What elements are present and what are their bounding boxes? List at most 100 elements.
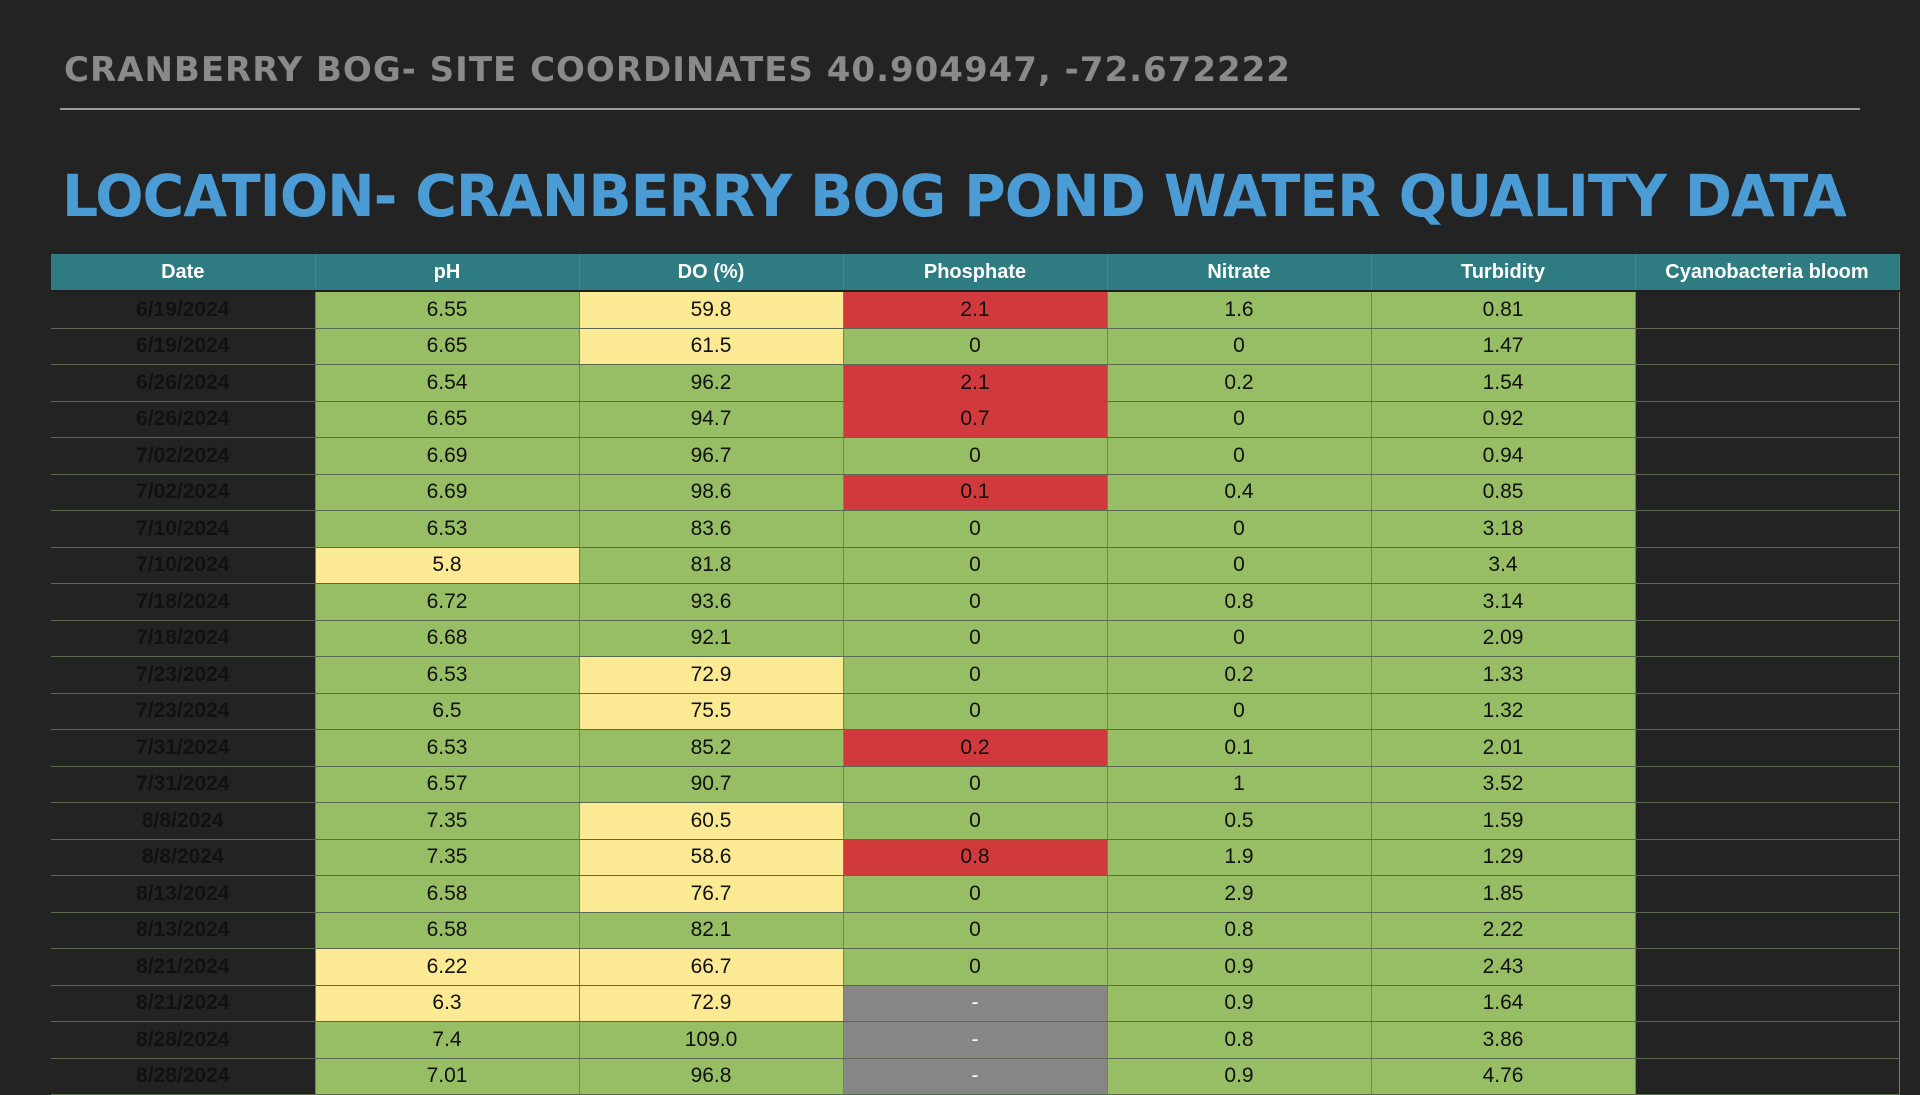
- cell-nitrate: 0.4: [1107, 474, 1372, 511]
- cell-phosphate: -: [843, 1021, 1108, 1059]
- cell-do: 92.1: [579, 620, 844, 657]
- cell-do: 98.6: [579, 474, 844, 511]
- cell-nitrate: 0: [1107, 547, 1372, 584]
- cell-do: 96.8: [579, 1058, 844, 1095]
- cell-nitrate: 0: [1107, 693, 1372, 730]
- cell-date: 6/19/2024: [51, 291, 316, 329]
- cell-do: 59.8: [579, 291, 844, 329]
- cell-do: 66.7: [579, 948, 844, 986]
- cell-nitrate: 0.2: [1107, 364, 1372, 402]
- table-row: 6/26/2024 6.65 94.7 0.7 0 0.92: [51, 401, 1900, 438]
- cell-ph: 6.5: [315, 693, 580, 730]
- header-divider: [60, 108, 1860, 110]
- cell-cyanobacteria: [1635, 291, 1900, 329]
- cell-cyanobacteria: [1635, 839, 1900, 876]
- table-row: 6/19/2024 6.65 61.5 0 0 1.47: [51, 328, 1900, 365]
- table-row: 8/28/2024 7.4 109.0-0.8 3.86: [51, 1021, 1900, 1059]
- cell-turbidity: 3.18: [1371, 510, 1636, 548]
- cell-cyanobacteria: [1635, 547, 1900, 584]
- table-row: 7/23/2024 6.53 72.9 0 0.2 1.33: [51, 656, 1900, 694]
- cell-nitrate: 1.6: [1107, 291, 1372, 329]
- cell-cyanobacteria: [1635, 1021, 1900, 1059]
- cell-do: 94.7: [579, 401, 844, 438]
- table-row: 7/18/2024 6.72 93.6 0 0.8 3.14: [51, 583, 1900, 621]
- cell-do: 61.5: [579, 328, 844, 365]
- cell-ph: 6.58: [315, 912, 580, 949]
- cell-ph: 6.55: [315, 291, 580, 329]
- cell-date: 8/28/2024: [51, 1058, 316, 1095]
- table-row: 7/31/2024 6.53 85.2 0.2 0.1 2.01: [51, 729, 1900, 767]
- cell-turbidity: 1.64: [1371, 985, 1636, 1022]
- water-quality-table: Date pH DO (%) Phosphate Nitrate Turbidi…: [51, 254, 1900, 1095]
- cell-do: 76.7: [579, 875, 844, 913]
- cell-do: 83.6: [579, 510, 844, 548]
- cell-date: 8/21/2024: [51, 948, 316, 986]
- cell-nitrate: 0.9: [1107, 1058, 1372, 1095]
- cell-do: 90.7: [579, 766, 844, 803]
- cell-cyanobacteria: [1635, 985, 1900, 1022]
- cell-cyanobacteria: [1635, 510, 1900, 548]
- cell-cyanobacteria: [1635, 364, 1900, 402]
- cell-cyanobacteria: [1635, 620, 1900, 657]
- cell-date: 7/10/2024: [51, 547, 316, 584]
- cell-date: 8/28/2024: [51, 1021, 316, 1059]
- cell-cyanobacteria: [1635, 766, 1900, 803]
- cell-date: 6/26/2024: [51, 364, 316, 402]
- cell-nitrate: 0: [1107, 328, 1372, 365]
- column-header-do: DO (%): [579, 254, 844, 292]
- cell-phosphate: 0: [843, 912, 1108, 949]
- cell-ph: 6.22: [315, 948, 580, 986]
- cell-phosphate: 0: [843, 693, 1108, 730]
- cell-phosphate: 2.1: [843, 364, 1108, 402]
- column-header-nitrate: Nitrate: [1107, 254, 1372, 292]
- cell-turbidity: 1.32: [1371, 693, 1636, 730]
- cell-turbidity: 0.94: [1371, 437, 1636, 475]
- cell-cyanobacteria: [1635, 437, 1900, 475]
- cell-turbidity: 3.14: [1371, 583, 1636, 621]
- cell-date: 6/26/2024: [51, 401, 316, 438]
- table-body: 6/19/2024 6.55 59.8 2.1 1.6 0.8 1 6/19/2024 6.65…: [51, 291, 1900, 1095]
- table-row: 7/23/2024 6.5 75.5 0 0 1.32: [51, 693, 1900, 730]
- cell-ph: 6.69: [315, 437, 580, 475]
- table-row: 6/26/2024 6.54 96.2 2.1 0.2 1.54: [51, 364, 1900, 402]
- site-coordinates-subtitle: CRANBERRY BOG- SITE COORDINATES 40.90494…: [64, 50, 1291, 90]
- cell-turbidity: 1.59: [1371, 802, 1636, 840]
- cell-do: 96.2: [579, 364, 844, 402]
- cell-phosphate: 0: [843, 802, 1108, 840]
- cell-turbidity: 2.43: [1371, 948, 1636, 986]
- cell-ph: 6.53: [315, 510, 580, 548]
- cell-do: 109.0: [579, 1021, 844, 1059]
- table-row: 7/18/2024 6.68 92.1 0 0 2.09: [51, 620, 1900, 657]
- cell-nitrate: 1: [1107, 766, 1372, 803]
- page-title: LOCATION- CRANBERRY BOG POND WATER QUALI…: [62, 162, 1847, 230]
- cell-ph: 6.3: [315, 985, 580, 1022]
- cell-ph: 5.8: [315, 547, 580, 584]
- cell-cyanobacteria: [1635, 656, 1900, 694]
- cell-phosphate: 0: [843, 875, 1108, 913]
- cell-phosphate: -: [843, 1058, 1108, 1095]
- column-header-date: Date: [51, 254, 316, 292]
- cell-date: 7/23/2024: [51, 693, 316, 730]
- cell-turbidity: 0.85: [1371, 474, 1636, 511]
- cell-turbidity: 3.86: [1371, 1021, 1636, 1059]
- cell-turbidity: 2.01: [1371, 729, 1636, 767]
- cell-turbidity: 2.22: [1371, 912, 1636, 949]
- cell-do: 85.2: [579, 729, 844, 767]
- cell-cyanobacteria: [1635, 729, 1900, 767]
- cell-phosphate: 0: [843, 328, 1108, 365]
- table-row: 8/13/2024 6.58 82.1 0 0.8 2.22: [51, 912, 1900, 949]
- cell-turbidity: 2.09: [1371, 620, 1636, 657]
- cell-do: 75.5: [579, 693, 844, 730]
- cell-cyanobacteria: [1635, 912, 1900, 949]
- cell-nitrate: 1.9: [1107, 839, 1372, 876]
- cell-date: 8/8/2024: [51, 802, 316, 840]
- cell-phosphate: 0: [843, 656, 1108, 694]
- cell-nitrate: 0: [1107, 401, 1372, 438]
- cell-nitrate: 0.8: [1107, 1021, 1372, 1059]
- cell-cyanobacteria: [1635, 583, 1900, 621]
- cell-nitrate: 0.9: [1107, 985, 1372, 1022]
- table-header-row: Date pH DO (%) Phosphate Nitrate Turbidi…: [51, 254, 1900, 292]
- cell-nitrate: 0.5: [1107, 802, 1372, 840]
- cell-turbidity: 1.85: [1371, 875, 1636, 913]
- cell-do: 72.9: [579, 985, 844, 1022]
